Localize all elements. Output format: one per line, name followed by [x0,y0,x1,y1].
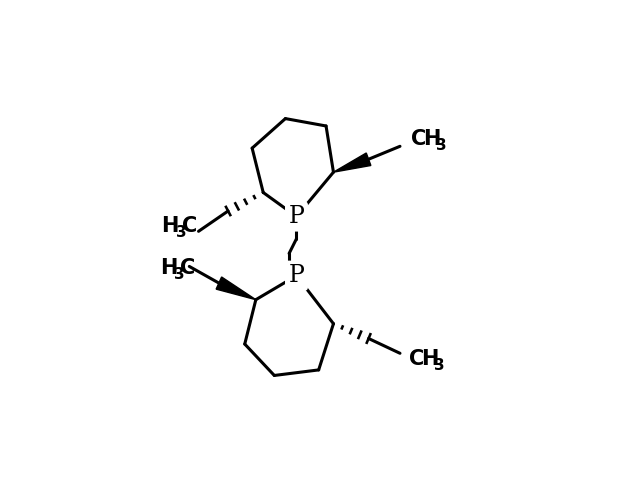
Text: H: H [421,349,438,369]
Text: H: H [162,216,179,236]
Text: C: C [411,129,426,149]
Text: H: H [160,258,177,277]
Text: 3: 3 [174,267,184,282]
Polygon shape [333,153,371,172]
Text: P: P [289,264,304,287]
Text: P: P [289,205,304,228]
Text: 3: 3 [175,225,186,240]
Text: C: C [182,216,197,236]
Text: 3: 3 [436,138,447,153]
Polygon shape [216,277,256,300]
Text: H: H [423,129,440,149]
Text: C: C [409,349,425,369]
Text: C: C [180,258,196,277]
Text: 3: 3 [434,358,445,373]
